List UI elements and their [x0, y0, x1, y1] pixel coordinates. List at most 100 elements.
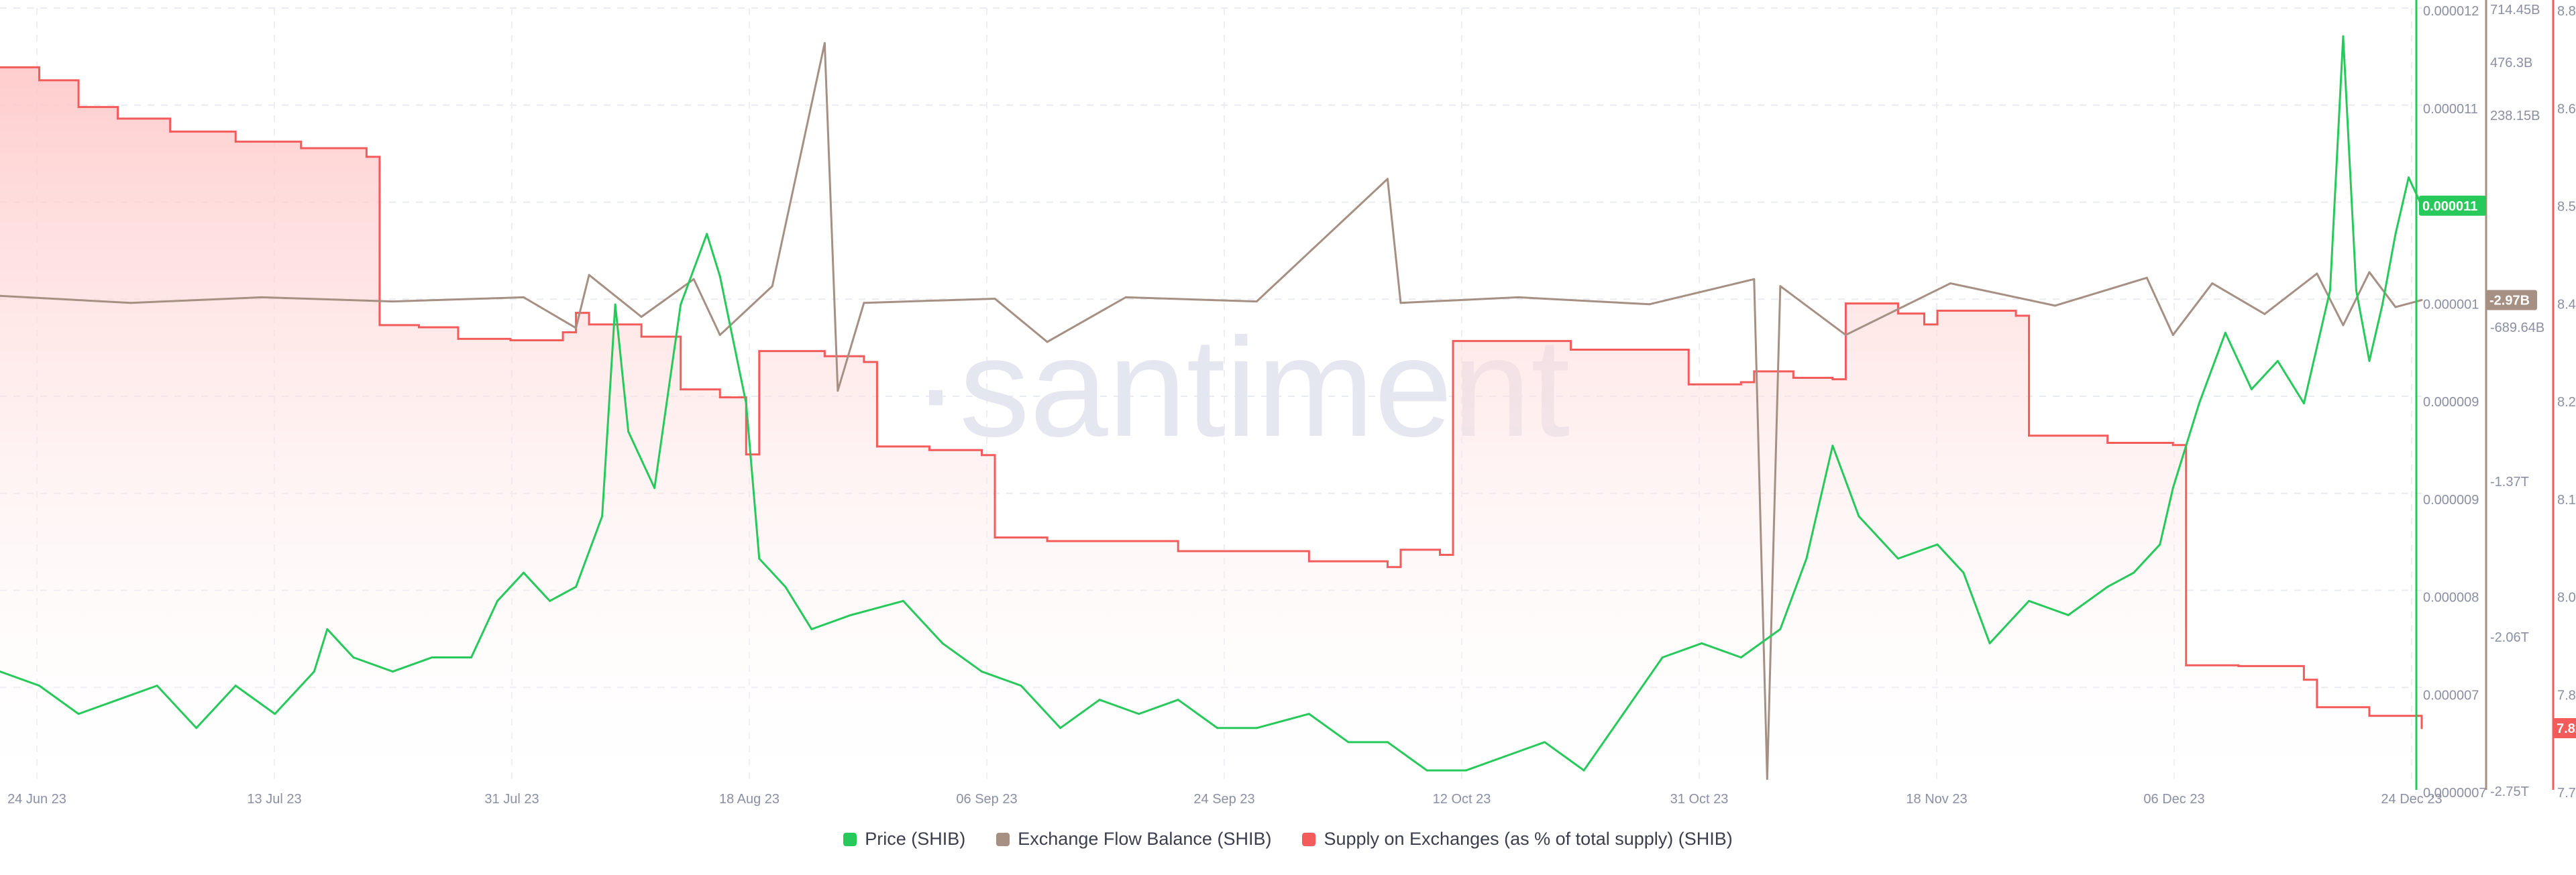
data-point-exchange-flow-balance-shib [640, 316, 643, 318]
legend-item[interactable]: Price (SHIB) [843, 829, 965, 850]
data-point-price-shib [706, 233, 708, 235]
legend-swatch [843, 832, 857, 846]
price-tick-label: 0.000001 [2423, 297, 2479, 312]
data-point-price-shib [2368, 359, 2371, 362]
data-point-supply-on-exchanges-as-of-total-supply-shib [1936, 309, 1939, 312]
data-point-price-shib [1386, 741, 1389, 744]
data-point-price-shib [1544, 741, 1546, 744]
data-point-exchange-flow-balance-shib [1779, 285, 1782, 288]
data-point-price-shib [1098, 699, 1101, 701]
data-point-price-shib [1582, 769, 1585, 772]
data-point-exchange-flow-balance-shib [0, 294, 1, 297]
data-point-price-shib [1988, 642, 1991, 644]
data-point-price-shib [2276, 359, 2279, 362]
data-point-supply-on-exchanges-as-of-total-supply-shib [1739, 381, 1742, 384]
data-point-supply-on-exchanges-as-of-total-supply-shib [1177, 550, 1179, 552]
data-point-price-shib [2106, 585, 2109, 588]
x-tick-label: 24 Jun 23 [7, 792, 66, 807]
supply-tick-label: 8.818 [2557, 4, 2576, 19]
data-point-price-shib [549, 599, 551, 602]
data-point-price-shib [2381, 303, 2383, 306]
legend-swatch [1302, 832, 1316, 846]
data-point-supply-on-exchanges-as-of-total-supply-shib [457, 337, 460, 340]
x-tick-label: 31 Jul 23 [484, 792, 539, 807]
data-point-supply-on-exchanges-as-of-total-supply-shib [1452, 340, 1454, 343]
data-point-price-shib [2355, 289, 2357, 292]
data-point-supply-on-exchanges-as-of-total-supply-shib [2015, 314, 2017, 317]
data-point-supply-on-exchanges-as-of-total-supply-shib [1046, 540, 1049, 542]
flow-tick-label: 476.3B [2490, 56, 2532, 70]
data-point-price-shib [1347, 741, 1350, 744]
data-point-price-shib [2302, 402, 2305, 405]
data-point-supply-on-exchanges-as-of-total-supply-shib [1779, 370, 1782, 373]
data-point-supply-on-exchanges-as-of-total-supply-shib [1570, 349, 1572, 351]
price-tick-label: 0.000009 [2423, 395, 2479, 410]
price-tick-label: 0.000008 [2423, 591, 2479, 605]
data-point-price-shib [1177, 699, 1179, 701]
data-point-supply-on-exchanges-as-of-total-supply-shib [863, 361, 865, 363]
data-point-supply-on-exchanges-as-of-total-supply-shib [1386, 566, 1389, 569]
data-point-price-shib [849, 614, 852, 616]
data-point-price-shib [2224, 331, 2226, 334]
data-point-exchange-flow-balance-shib [1949, 282, 1952, 285]
data-point-supply-on-exchanges-as-of-total-supply-shib [640, 335, 643, 338]
data-point-supply-on-exchanges-as-of-total-supply-shib [38, 79, 41, 82]
data-point-price-shib [117, 699, 119, 701]
data-point-exchange-flow-balance-shib [1517, 296, 1520, 298]
data-point-price-shib [2159, 543, 2161, 546]
supply-tick-label: 8.146 [2557, 493, 2576, 508]
flow-current-value-badge: -2.97B [2486, 290, 2537, 310]
data-point-price-shib [1216, 727, 1219, 730]
data-point-price-shib [2067, 614, 2070, 616]
data-point-price-shib [1831, 445, 1834, 447]
price-tick-label: 0.0000007 [2423, 786, 2487, 801]
data-point-supply-on-exchanges-as-of-total-supply-shib [2368, 715, 2371, 717]
data-point-exchange-flow-balance-shib [863, 302, 865, 304]
supply-tick-label: 8.011 [2557, 591, 2576, 605]
x-tick-label: 18 Nov 23 [1906, 792, 1967, 807]
legend-item[interactable]: Exchange Flow Balance (SHIB) [996, 829, 1271, 850]
flow-tick-label: 238.15B [2490, 109, 2540, 123]
data-point-exchange-flow-balance-shib [2054, 304, 2057, 307]
data-point-price-shib [352, 656, 355, 659]
supply-current-value-badge: 7.821 [2553, 717, 2576, 738]
data-point-exchange-flow-balance-shib [260, 296, 263, 298]
price-current-value-label: 0.000011 [2422, 199, 2477, 214]
data-point-exchange-flow-balance-shib [2394, 306, 2397, 308]
x-tick-label: 13 Jul 23 [247, 792, 301, 807]
data-point-price-shib [1805, 557, 1808, 560]
data-point-price-shib [470, 656, 472, 659]
x-tick-label: 06 Dec 23 [2143, 792, 2204, 807]
data-point-supply-on-exchanges-as-of-total-supply-shib [169, 130, 172, 133]
data-point-exchange-flow-balance-shib [1648, 303, 1651, 306]
flow-tick-label: -2.06T [2490, 630, 2529, 645]
supply-tick-label: 8.415 [2557, 297, 2576, 312]
data-point-exchange-flow-balance-shib [575, 327, 578, 329]
supply-tick-label: 8.683 [2557, 102, 2576, 117]
data-point-supply-on-exchanges-as-of-total-supply-shib [1307, 560, 1310, 563]
price-tick-label: 0.000012 [2423, 4, 2479, 19]
data-point-exchange-flow-balance-shib [692, 278, 695, 280]
legend-label: Price (SHIB) [865, 829, 966, 849]
legend-label: Exchange Flow Balance (SHIB) [1018, 829, 1272, 849]
data-point-supply-on-exchanges-as-of-total-supply-shib [1831, 378, 1834, 381]
legend-swatch [996, 832, 1010, 846]
data-point-price-shib [1504, 755, 1507, 758]
data-point-price-shib [902, 599, 904, 602]
data-point-exchange-flow-balance-shib [1844, 334, 1847, 337]
data-point-supply-on-exchanges-as-of-total-supply-shib [561, 331, 564, 334]
legend-item[interactable]: Supply on Exchanges (as % of total suppl… [1302, 829, 1733, 850]
data-point-exchange-flow-balance-shib [391, 300, 394, 303]
data-point-price-shib [1059, 727, 1062, 730]
data-point-price-shib [2394, 233, 2397, 235]
data-point-price-shib [1896, 557, 1899, 560]
data-point-price-shib [391, 670, 394, 673]
x-tick-label: 24 Dec 23 [2381, 792, 2442, 807]
data-point-supply-on-exchanges-as-of-total-supply-shib [2185, 664, 2188, 666]
data-point-supply-on-exchanges-as-of-total-supply-shib [2171, 444, 2174, 447]
data-point-exchange-flow-balance-shib [588, 274, 590, 276]
data-point-supply-on-exchanges-as-of-total-supply-shib [365, 156, 368, 158]
data-point-exchange-flow-balance-shib [2342, 324, 2345, 327]
data-point-exchange-flow-balance-shib [994, 297, 996, 300]
